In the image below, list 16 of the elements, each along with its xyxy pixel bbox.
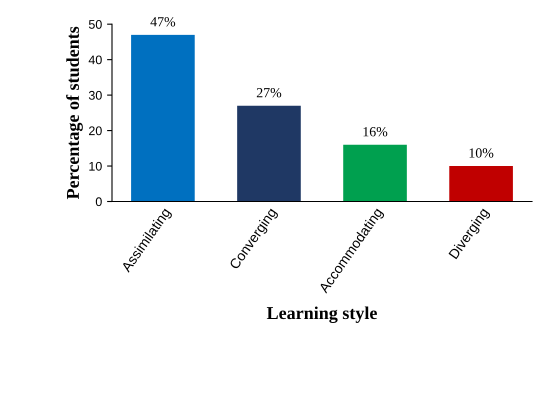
x-axis-title: Learning style (266, 306, 377, 323)
bar (343, 144, 407, 202)
y-tick-label: 0 (96, 197, 102, 206)
data-label: 16% (364, 127, 388, 136)
y-tick-label: 10 (89, 162, 102, 171)
data-label: 10% (470, 148, 494, 158)
y-tick-label: 40 (88, 55, 102, 64)
bar (131, 34, 195, 202)
y-tick-label: 20 (89, 126, 102, 136)
data-label: 47% (150, 17, 176, 26)
y-tick-label: 30 (88, 90, 102, 100)
y-tick-label: 50 (88, 20, 102, 29)
data-label: 27% (256, 88, 282, 98)
bar (237, 106, 301, 202)
bar (449, 166, 513, 202)
y-axis-title: Percentage of students (66, 26, 83, 200)
